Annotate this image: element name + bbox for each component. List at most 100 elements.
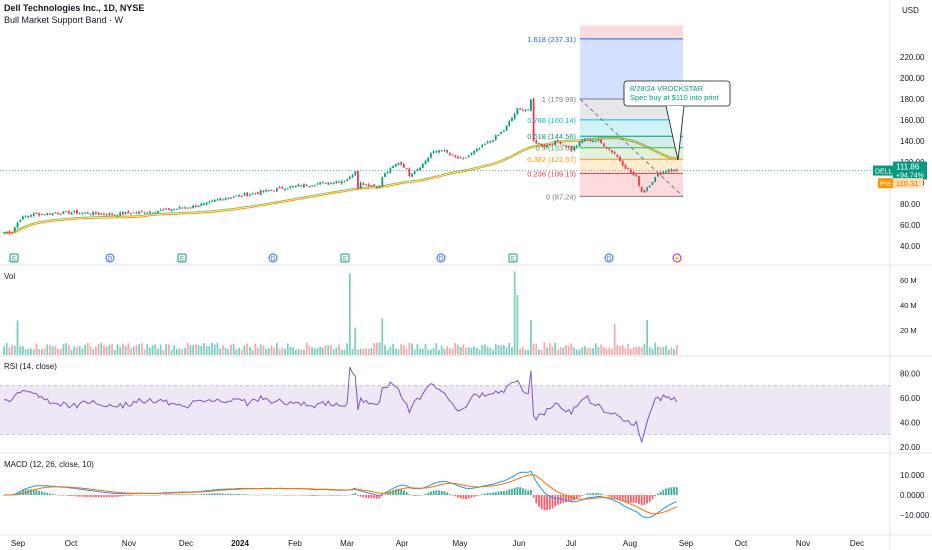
macd-histogram-bar <box>138 495 140 496</box>
macd-histogram-bar <box>656 493 659 495</box>
macd-histogram-bar <box>665 488 667 495</box>
candle <box>357 170 359 189</box>
volume-bar <box>627 343 630 355</box>
candle <box>240 195 243 197</box>
macd-histogram-bar <box>167 494 170 495</box>
candle <box>551 144 554 146</box>
volume-bar <box>89 346 92 355</box>
volume-bar <box>448 347 451 355</box>
macd-histogram-bar <box>286 495 289 496</box>
time-label-dec: Dec <box>179 539 193 548</box>
candle <box>86 212 89 214</box>
volume-bar <box>573 347 576 355</box>
volume-bar <box>303 349 305 355</box>
event-marker-text: D <box>439 257 444 263</box>
macd-histogram-bar <box>565 495 567 503</box>
price-tick: 40.00 <box>900 242 921 251</box>
candle <box>146 212 149 214</box>
macd-histogram-bar <box>303 495 305 496</box>
volume-label[interactable]: Vol <box>4 272 16 281</box>
candle <box>354 171 357 176</box>
volume-bar <box>67 345 70 355</box>
volume-bar <box>532 343 535 355</box>
candle <box>540 143 543 146</box>
candle <box>248 194 251 196</box>
candle <box>227 197 230 199</box>
candle <box>270 190 273 192</box>
macd-histogram-bar <box>600 493 603 495</box>
candle <box>348 176 351 179</box>
currency-label[interactable]: USD <box>902 6 919 15</box>
volume-bar <box>330 345 332 355</box>
candle <box>632 171 635 175</box>
volume-bar <box>132 346 135 355</box>
macd-histogram-bar <box>338 495 340 496</box>
volume-bar <box>586 348 589 355</box>
volume-bar <box>149 347 151 355</box>
macd-histogram-bar <box>578 495 581 498</box>
volume-bar <box>165 344 168 355</box>
macd-histogram-bar <box>357 495 359 496</box>
macd-histogram-bar <box>567 495 570 502</box>
fib-zone <box>580 119 683 137</box>
volume-bar <box>81 348 84 355</box>
volume-bar <box>162 349 165 355</box>
volume-bar <box>294 349 297 355</box>
volume-bar <box>432 348 435 355</box>
macd-histogram-bar <box>186 494 189 495</box>
symbol-badge-text: DELL <box>875 169 893 176</box>
volume-bar <box>416 343 419 355</box>
volume-bar <box>305 342 308 355</box>
macd-histogram-bar <box>532 495 535 498</box>
candle <box>416 168 419 171</box>
macd-histogram-bar <box>54 494 57 495</box>
candle <box>289 186 292 188</box>
volume-bar <box>378 342 381 355</box>
macd-histogram-bar <box>216 493 219 495</box>
volume-bar <box>665 345 667 355</box>
rsi-label[interactable]: RSI (14, close) <box>4 362 57 371</box>
macd-histogram-bar <box>405 491 408 495</box>
candle <box>5 231 8 233</box>
candle <box>573 146 576 150</box>
fib-label: 0.236 (109.13) <box>527 169 576 178</box>
macd-histogram-bar <box>267 494 270 496</box>
volume-bar <box>159 344 162 355</box>
macd-histogram-bar <box>340 495 343 496</box>
volume-bar <box>119 346 122 355</box>
candle <box>462 158 465 160</box>
macd-histogram-bar <box>365 495 367 498</box>
candle <box>648 185 651 188</box>
candle <box>138 211 140 214</box>
macd-histogram-bar <box>581 495 584 496</box>
macd-histogram-bar <box>273 495 276 496</box>
volume-bar <box>127 343 130 355</box>
macd-label[interactable]: MACD (12, 26, close, 10) <box>4 460 94 469</box>
macd-histogram-bar <box>667 487 670 495</box>
macd-histogram-bar <box>546 495 549 511</box>
macd-histogram-bar <box>203 493 205 495</box>
candle <box>232 196 235 198</box>
volume-bar <box>543 342 546 355</box>
candle <box>324 182 327 184</box>
macd-histogram-bar <box>3 495 5 496</box>
macd-histogram-bar <box>354 493 357 495</box>
volume-bar <box>267 348 270 355</box>
price-tick: 140.00 <box>900 137 925 146</box>
macd-tick: 10.000 <box>900 471 925 480</box>
macd-histogram-bar <box>346 495 349 496</box>
volume-bar <box>478 349 481 355</box>
macd-histogram-bar <box>562 495 565 503</box>
volume-bar <box>276 343 278 355</box>
macd-histogram-bar <box>394 489 397 495</box>
macd-histogram-bar <box>297 494 300 496</box>
price-tick: 80.00 <box>900 200 921 209</box>
macd-histogram-bar <box>257 495 259 496</box>
volume-bar <box>124 345 127 355</box>
volume-bar <box>65 343 68 355</box>
candle <box>567 146 570 148</box>
price-tick: 160.00 <box>900 116 925 125</box>
candle <box>673 169 675 172</box>
